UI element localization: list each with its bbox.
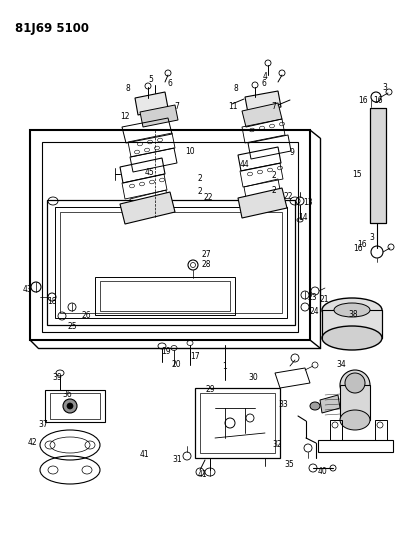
Text: 3: 3	[369, 233, 374, 242]
Bar	[100, 281, 230, 311]
Text: 45: 45	[145, 168, 155, 177]
Text: 6: 6	[167, 79, 172, 88]
Text: 4: 4	[263, 72, 268, 81]
Text: 35: 35	[284, 460, 294, 469]
Ellipse shape	[67, 403, 73, 409]
Text: 22: 22	[284, 192, 294, 201]
Text: 12: 12	[120, 112, 130, 121]
Text: 21: 21	[320, 295, 330, 304]
Text: 7: 7	[174, 102, 179, 111]
Text: 18: 18	[47, 297, 57, 306]
Text: 25: 25	[68, 322, 78, 331]
Text: 32: 32	[272, 440, 282, 449]
Text: 24: 24	[309, 307, 318, 316]
Text: 2: 2	[272, 171, 277, 180]
Ellipse shape	[322, 326, 382, 350]
Text: 16: 16	[358, 96, 368, 105]
Text: 20: 20	[172, 360, 182, 369]
Bar	[45, 390, 105, 422]
Text: 2: 2	[197, 174, 202, 183]
Bar	[340, 385, 370, 420]
Ellipse shape	[340, 410, 370, 430]
Polygon shape	[135, 92, 168, 115]
Ellipse shape	[63, 399, 77, 413]
Text: 29: 29	[205, 385, 215, 394]
Text: 5: 5	[148, 75, 153, 84]
Bar	[375, 420, 387, 440]
Text: 1: 1	[222, 362, 227, 371]
Text: 39: 39	[52, 373, 62, 382]
Text: 16: 16	[353, 244, 363, 253]
Text: 41: 41	[140, 450, 150, 459]
Ellipse shape	[345, 373, 365, 393]
Text: 11: 11	[228, 102, 237, 111]
Text: 8: 8	[233, 84, 238, 93]
Text: 13: 13	[303, 198, 313, 207]
Text: 23: 23	[307, 293, 317, 302]
Text: 40: 40	[318, 467, 328, 476]
Text: 81J69 5100: 81J69 5100	[15, 22, 89, 35]
Polygon shape	[238, 188, 287, 218]
Text: 31: 31	[172, 455, 182, 464]
Text: 16: 16	[373, 96, 382, 105]
Bar	[330, 420, 342, 440]
Text: 9: 9	[290, 148, 295, 157]
Text: 27: 27	[202, 250, 211, 259]
Text: 3: 3	[382, 83, 387, 92]
Text: 36: 36	[62, 390, 72, 399]
Text: 7: 7	[271, 102, 276, 111]
Text: 44: 44	[240, 160, 250, 169]
Text: 15: 15	[352, 170, 362, 179]
Text: 17: 17	[190, 352, 199, 361]
Ellipse shape	[340, 370, 370, 400]
Polygon shape	[245, 91, 281, 113]
Text: 6: 6	[262, 79, 267, 88]
Text: 2: 2	[197, 187, 202, 196]
Text: 19: 19	[161, 347, 171, 356]
Text: 34: 34	[336, 360, 346, 369]
Bar	[370, 108, 386, 223]
Text: 33: 33	[278, 400, 288, 409]
Bar	[318, 440, 393, 452]
Text: 26: 26	[82, 311, 92, 320]
Polygon shape	[320, 395, 340, 413]
Text: 22: 22	[204, 193, 214, 202]
Bar	[322, 310, 382, 338]
Bar	[50, 393, 100, 419]
Ellipse shape	[310, 402, 320, 410]
Text: 37: 37	[38, 420, 48, 429]
Polygon shape	[120, 192, 175, 224]
Text: 42: 42	[28, 438, 38, 447]
Polygon shape	[242, 103, 282, 127]
Text: 10: 10	[185, 147, 195, 156]
Text: 8: 8	[125, 84, 130, 93]
Text: 28: 28	[202, 260, 211, 269]
Text: 43: 43	[23, 285, 33, 294]
Ellipse shape	[322, 298, 382, 322]
Text: 14: 14	[298, 213, 308, 222]
Text: 41: 41	[198, 470, 208, 479]
Ellipse shape	[334, 303, 370, 317]
Bar	[95, 277, 235, 315]
Text: 16: 16	[357, 240, 367, 249]
Text: 38: 38	[348, 310, 358, 319]
Text: 30: 30	[248, 373, 258, 382]
Polygon shape	[140, 105, 178, 127]
Text: 2: 2	[272, 186, 277, 195]
